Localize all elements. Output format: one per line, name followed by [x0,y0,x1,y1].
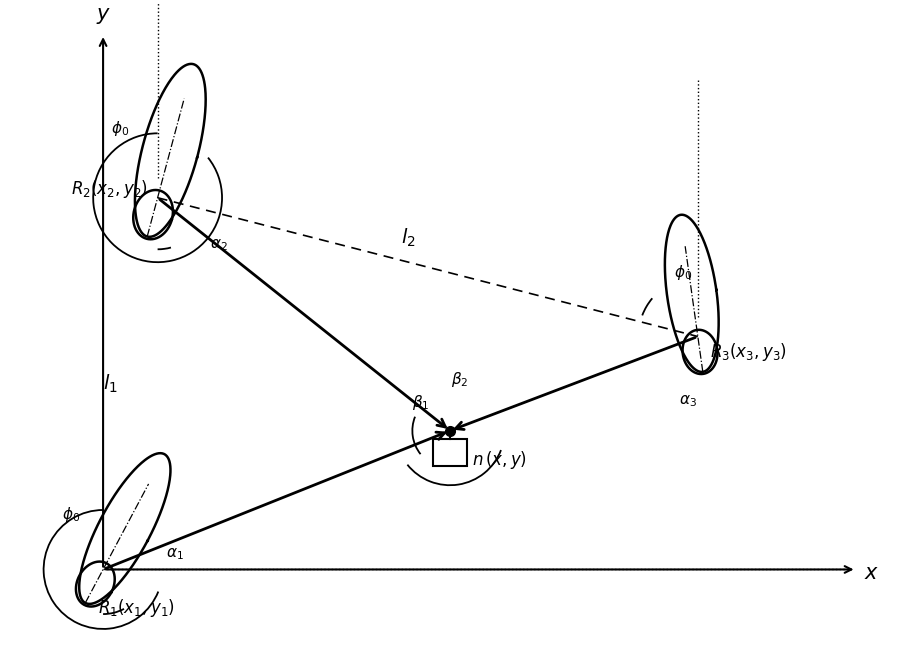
Text: $y$: $y$ [95,6,111,26]
Text: $\alpha_3$: $\alpha_3$ [679,393,697,409]
Bar [433,439,467,466]
Text: $\phi_0$: $\phi_0$ [674,263,692,282]
Text: $n\,(x,y)$: $n\,(x,y)$ [472,448,526,470]
Text: $\phi_0$: $\phi_0$ [111,119,129,138]
Text: $R_1(x_1,y_1)$: $R_1(x_1,y_1)$ [98,597,175,619]
Text: $\alpha_1$: $\alpha_1$ [166,546,183,562]
Text: $\beta_1$: $\beta_1$ [411,393,429,412]
Text: $x$: $x$ [864,563,880,583]
Text: $\phi_0$: $\phi_0$ [63,506,81,524]
Text: $l_2$: $l_2$ [400,227,415,249]
Text: $\beta_2$: $\beta_2$ [451,369,468,389]
Text: $R_3(x_3,y_3)$: $R_3(x_3,y_3)$ [709,341,786,363]
Text: $l_1$: $l_1$ [103,373,118,395]
Text: $\alpha_2$: $\alpha_2$ [210,238,228,253]
Text: $R_2(x_2,y_2)$: $R_2(x_2,y_2)$ [71,178,148,200]
